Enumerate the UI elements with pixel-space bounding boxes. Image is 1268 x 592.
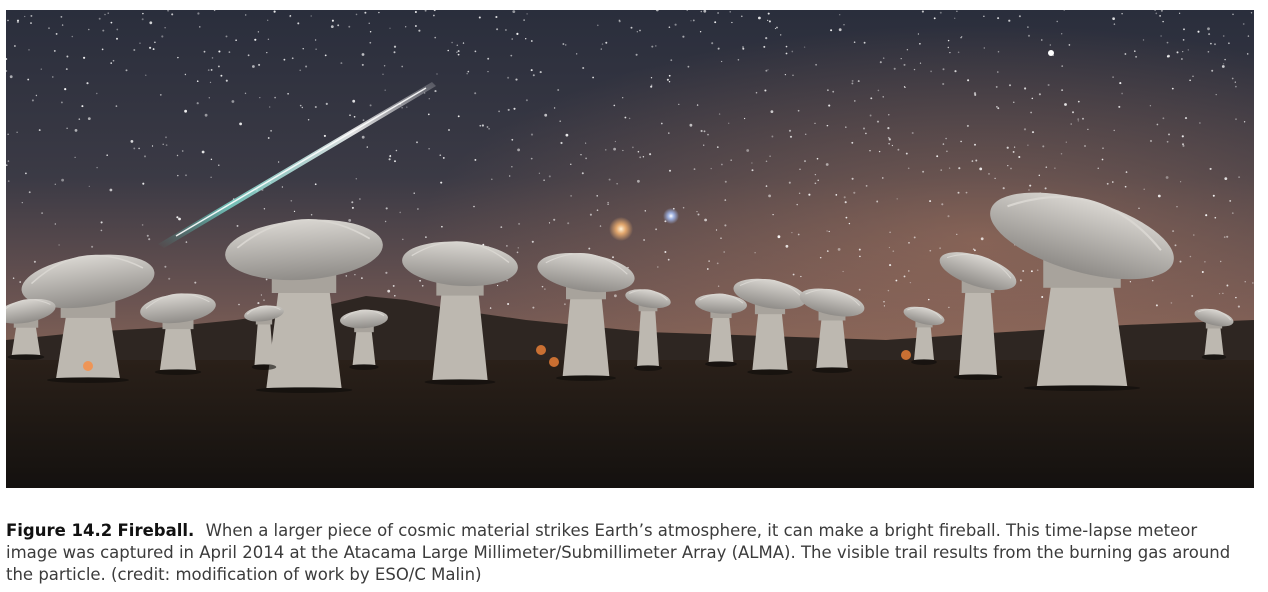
alma-night-scene: [6, 10, 1254, 488]
antenna-dish: [733, 278, 807, 375]
figure-label: Figure 14.2: [6, 521, 113, 540]
antenna-array: [6, 192, 1234, 393]
warm-light: [901, 350, 911, 360]
antenna-dish: [903, 306, 945, 365]
antenna-dish: [6, 299, 56, 360]
antenna-dish: [244, 305, 284, 370]
bright-star: [663, 208, 679, 224]
caption-text: When a larger piece of cosmic material s…: [6, 521, 1231, 584]
antenna-dish: [537, 252, 635, 381]
antenna-dish: [402, 241, 518, 385]
antenna-dish: [625, 289, 671, 371]
antenna-dish: [799, 288, 865, 373]
antenna-dish: [340, 309, 388, 370]
meteor-trail: [158, 82, 436, 248]
figure-title: Fireball.: [117, 521, 195, 540]
antenna-dish: [695, 293, 747, 367]
antenna-dish: [140, 293, 216, 375]
antenna-dish: [21, 254, 155, 383]
antenna-dish: [990, 192, 1174, 391]
figure-caption: Figure 14.2 Fireball. When a larger piec…: [6, 520, 1246, 586]
star: [1048, 50, 1054, 56]
antenna-dish: [1194, 308, 1234, 360]
bright-planet: [609, 217, 633, 241]
fireball-photo: [6, 10, 1254, 488]
antenna-dish: [225, 218, 383, 393]
warm-light: [549, 357, 559, 367]
warm-light: [83, 361, 93, 371]
warm-light: [536, 345, 546, 355]
antenna-dish: [939, 252, 1017, 380]
